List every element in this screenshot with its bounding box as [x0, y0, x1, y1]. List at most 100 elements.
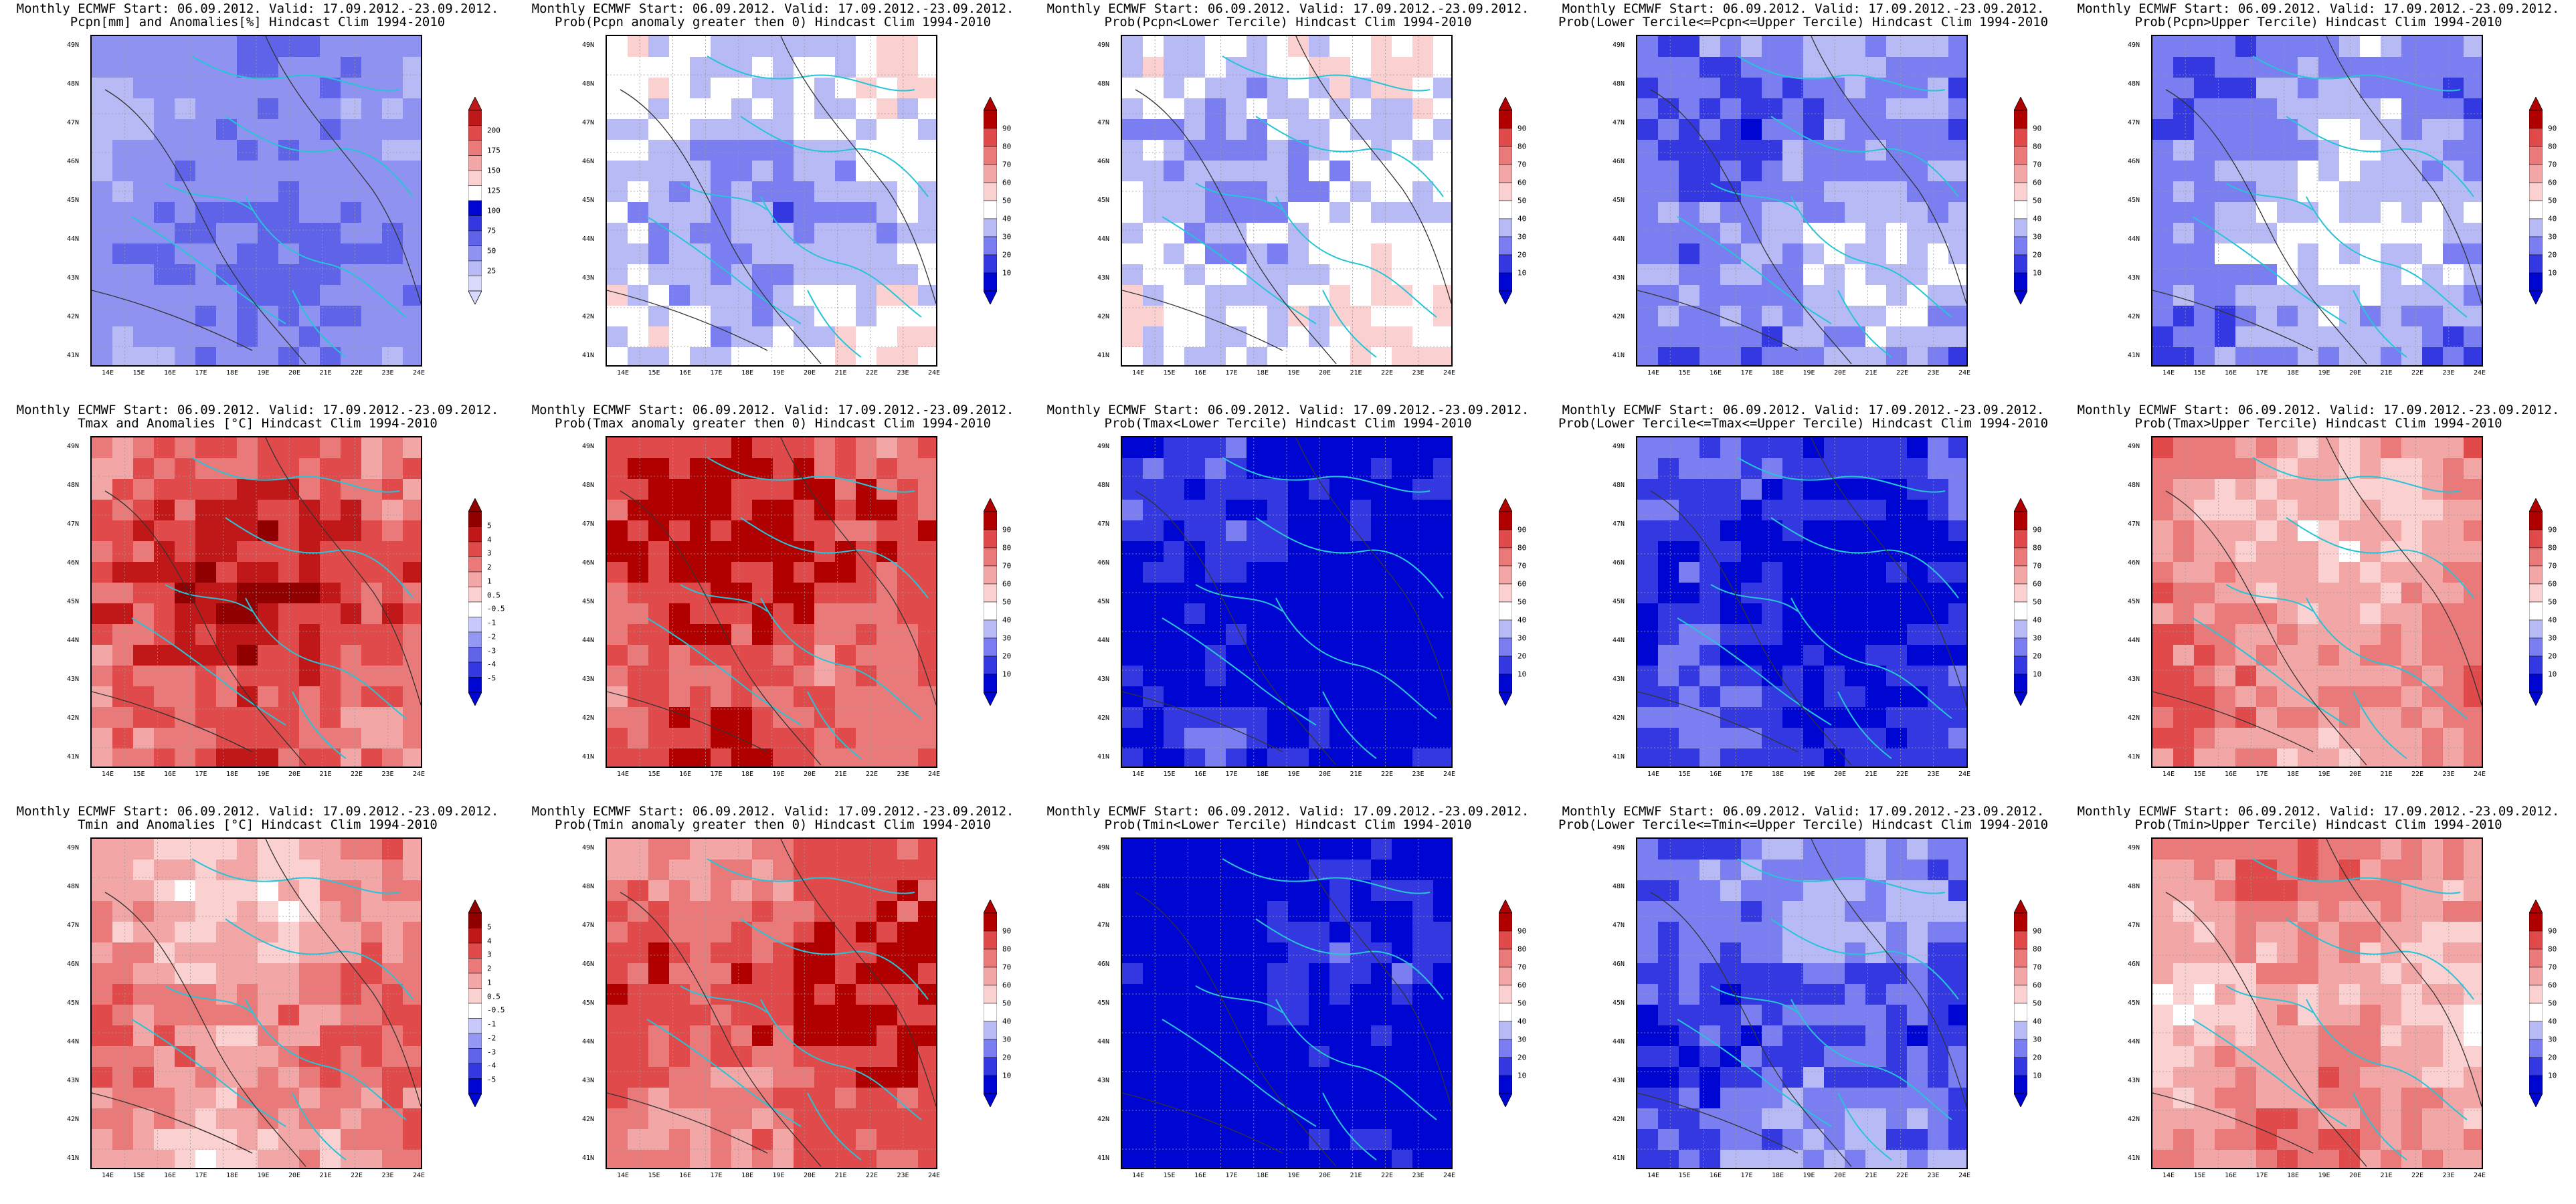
field-cell	[773, 624, 794, 645]
field-cell	[690, 748, 711, 767]
field-cell	[1433, 942, 1451, 964]
field-cell	[2318, 1005, 2340, 1026]
field-cell	[1741, 728, 1762, 749]
field-cell	[1928, 202, 1949, 223]
field-cell	[237, 36, 258, 58]
contour-line	[1811, 839, 1966, 1107]
field-cell	[2152, 922, 2174, 943]
field-cell	[607, 603, 628, 625]
field-cell	[669, 1088, 691, 1109]
field-cell	[1928, 583, 1949, 604]
latitude-label: 43N	[67, 676, 80, 683]
field-cell	[1803, 728, 1825, 749]
border-line	[1710, 985, 1799, 1013]
field-cell	[1164, 583, 1185, 604]
field-cell	[382, 583, 403, 604]
field-cell	[2339, 666, 2361, 687]
colorbar	[468, 900, 482, 1107]
field-cell	[154, 645, 175, 666]
field-cell	[2464, 645, 2482, 666]
field-cell	[1928, 707, 1949, 728]
field-cell	[2401, 1046, 2423, 1068]
field-cell	[2443, 347, 2464, 365]
latitude-label: 42N	[582, 1116, 595, 1123]
field-cell	[835, 562, 856, 583]
field-cell	[1928, 326, 1949, 348]
colorbar-label: 4	[487, 535, 492, 544]
field-cell	[1412, 98, 1434, 120]
border-line	[1255, 918, 1444, 1000]
field-cell	[2152, 686, 2174, 708]
field-cell	[2318, 624, 2340, 645]
field-cell	[2443, 922, 2464, 943]
field-cell	[1886, 1025, 1908, 1047]
field-cell	[154, 437, 175, 459]
colorbar-swatch	[468, 541, 482, 557]
field-cell	[382, 264, 403, 286]
field-cell	[2401, 728, 2423, 749]
longitude-label: 14E	[616, 369, 630, 377]
field-cell	[216, 839, 238, 860]
field-cell	[1845, 1005, 1866, 1026]
field-cell	[1164, 901, 1185, 922]
field-cell	[1928, 1129, 1949, 1150]
field-cell	[2381, 479, 2402, 500]
field-cell	[1886, 500, 1908, 521]
field-cell	[1184, 728, 1206, 749]
longitude-label: 24E	[1443, 771, 1456, 778]
field-cell	[2152, 326, 2174, 348]
border-line	[131, 617, 286, 726]
field-cell	[341, 1108, 362, 1130]
colorbar-label: 70	[2548, 160, 2557, 169]
field-cell	[1637, 1046, 1659, 1068]
field-cell	[154, 922, 175, 943]
colorbar-swatch	[2529, 272, 2543, 292]
field-cell	[1433, 922, 1451, 943]
field-cell	[1164, 666, 1185, 687]
field-cell	[1782, 942, 1804, 964]
field-cell	[2318, 686, 2340, 708]
field-cell	[669, 686, 691, 708]
field-cell	[1184, 78, 1206, 99]
field-cell	[1762, 963, 1783, 985]
longitude-label: 22E	[350, 1172, 363, 1179]
field-cell	[2215, 285, 2236, 306]
field-cell	[1907, 243, 1928, 265]
contour-line	[1295, 36, 1451, 304]
field-cell	[669, 326, 691, 348]
field-cell	[92, 1150, 113, 1168]
field-cell	[1143, 1005, 1164, 1026]
field-cell	[133, 306, 155, 327]
field-cell	[918, 140, 936, 161]
field-cell	[1762, 880, 1783, 902]
field-cell	[2235, 78, 2257, 99]
field-cell	[1948, 347, 1966, 365]
border-line	[292, 1092, 347, 1161]
colorbar-swatch	[2014, 236, 2027, 256]
field-cell	[1184, 36, 1206, 58]
field-cell	[92, 458, 113, 480]
field-cell	[1392, 243, 1413, 265]
field-cell	[403, 1088, 421, 1109]
field-cell	[1309, 562, 1330, 583]
field-cell	[2277, 942, 2298, 964]
field-cell	[2422, 1005, 2444, 1026]
field-cell	[237, 98, 258, 120]
field-cell	[877, 479, 898, 500]
field-cell	[1948, 728, 1966, 749]
longitude-label: 18E	[1256, 369, 1269, 377]
field-cell	[628, 223, 649, 244]
contour-line	[1122, 691, 1283, 752]
field-cell	[361, 1108, 383, 1130]
colorbar-swatch	[468, 200, 482, 216]
field-cell	[2298, 624, 2319, 645]
field-cell	[1267, 624, 1289, 645]
field-cell	[2339, 839, 2361, 860]
field-cell	[341, 686, 362, 708]
field-cell	[2360, 562, 2381, 583]
colorbar-arrow-bottom	[2529, 290, 2543, 304]
field-cell	[2381, 1046, 2402, 1068]
field-cell	[794, 562, 815, 583]
field-cell	[1412, 326, 1434, 348]
field-cell	[1143, 202, 1164, 223]
